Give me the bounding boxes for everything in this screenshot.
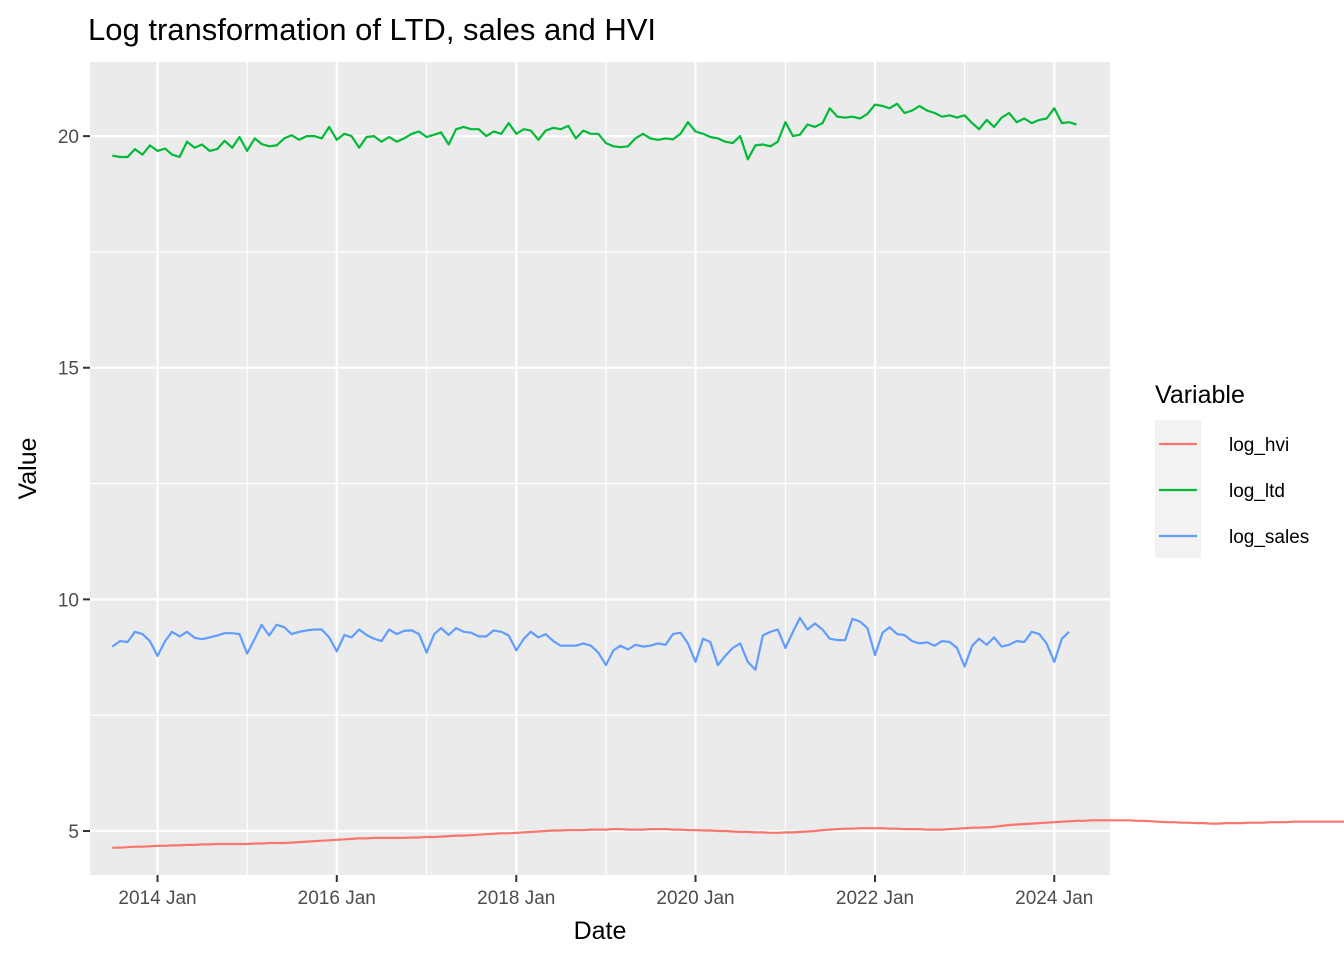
x-tick-label: 2014 Jan <box>118 888 196 909</box>
series-line-log-sales <box>111 616 1070 671</box>
chart-title: Log transformation of LTD, sales and HVI <box>88 12 656 47</box>
legend-label: log_sales <box>1229 527 1309 548</box>
major-gridlines <box>90 62 1110 875</box>
y-tick-label: 20 <box>58 127 79 148</box>
x-tick-label: 2016 Jan <box>298 888 376 909</box>
x-tick-label: 2024 Jan <box>1015 888 1093 909</box>
plot-panel <box>90 62 1110 875</box>
legend-title: Variable <box>1155 381 1245 409</box>
x-tick-label: 2018 Jan <box>477 888 555 909</box>
y-tick-label: 15 <box>58 359 79 380</box>
series-line-log-hvi <box>112 819 1344 849</box>
legend-label: log_hvi <box>1229 435 1289 456</box>
minor-gridlines <box>90 62 1110 875</box>
x-tick-label: 2020 Jan <box>656 888 734 909</box>
y-axis-title: Value <box>14 437 42 499</box>
legend: Variable log_hvi log_ltd log_sales <box>1155 381 1309 558</box>
x-axis-title: Date <box>574 917 627 945</box>
series-lines <box>111 102 1344 849</box>
x-axis: 2014 Jan 2016 Jan 2018 Jan 2020 Jan 2022 Jan… <box>118 875 1093 909</box>
x-tick-label: 2022 Jan <box>836 888 914 909</box>
y-tick-label: 5 <box>68 822 79 843</box>
y-tick-label: 10 <box>58 590 79 611</box>
series-line-log-ltd <box>112 102 1077 161</box>
legend-label: log_ltd <box>1229 481 1285 502</box>
y-axis: 5 10 15 20 <box>58 127 90 843</box>
